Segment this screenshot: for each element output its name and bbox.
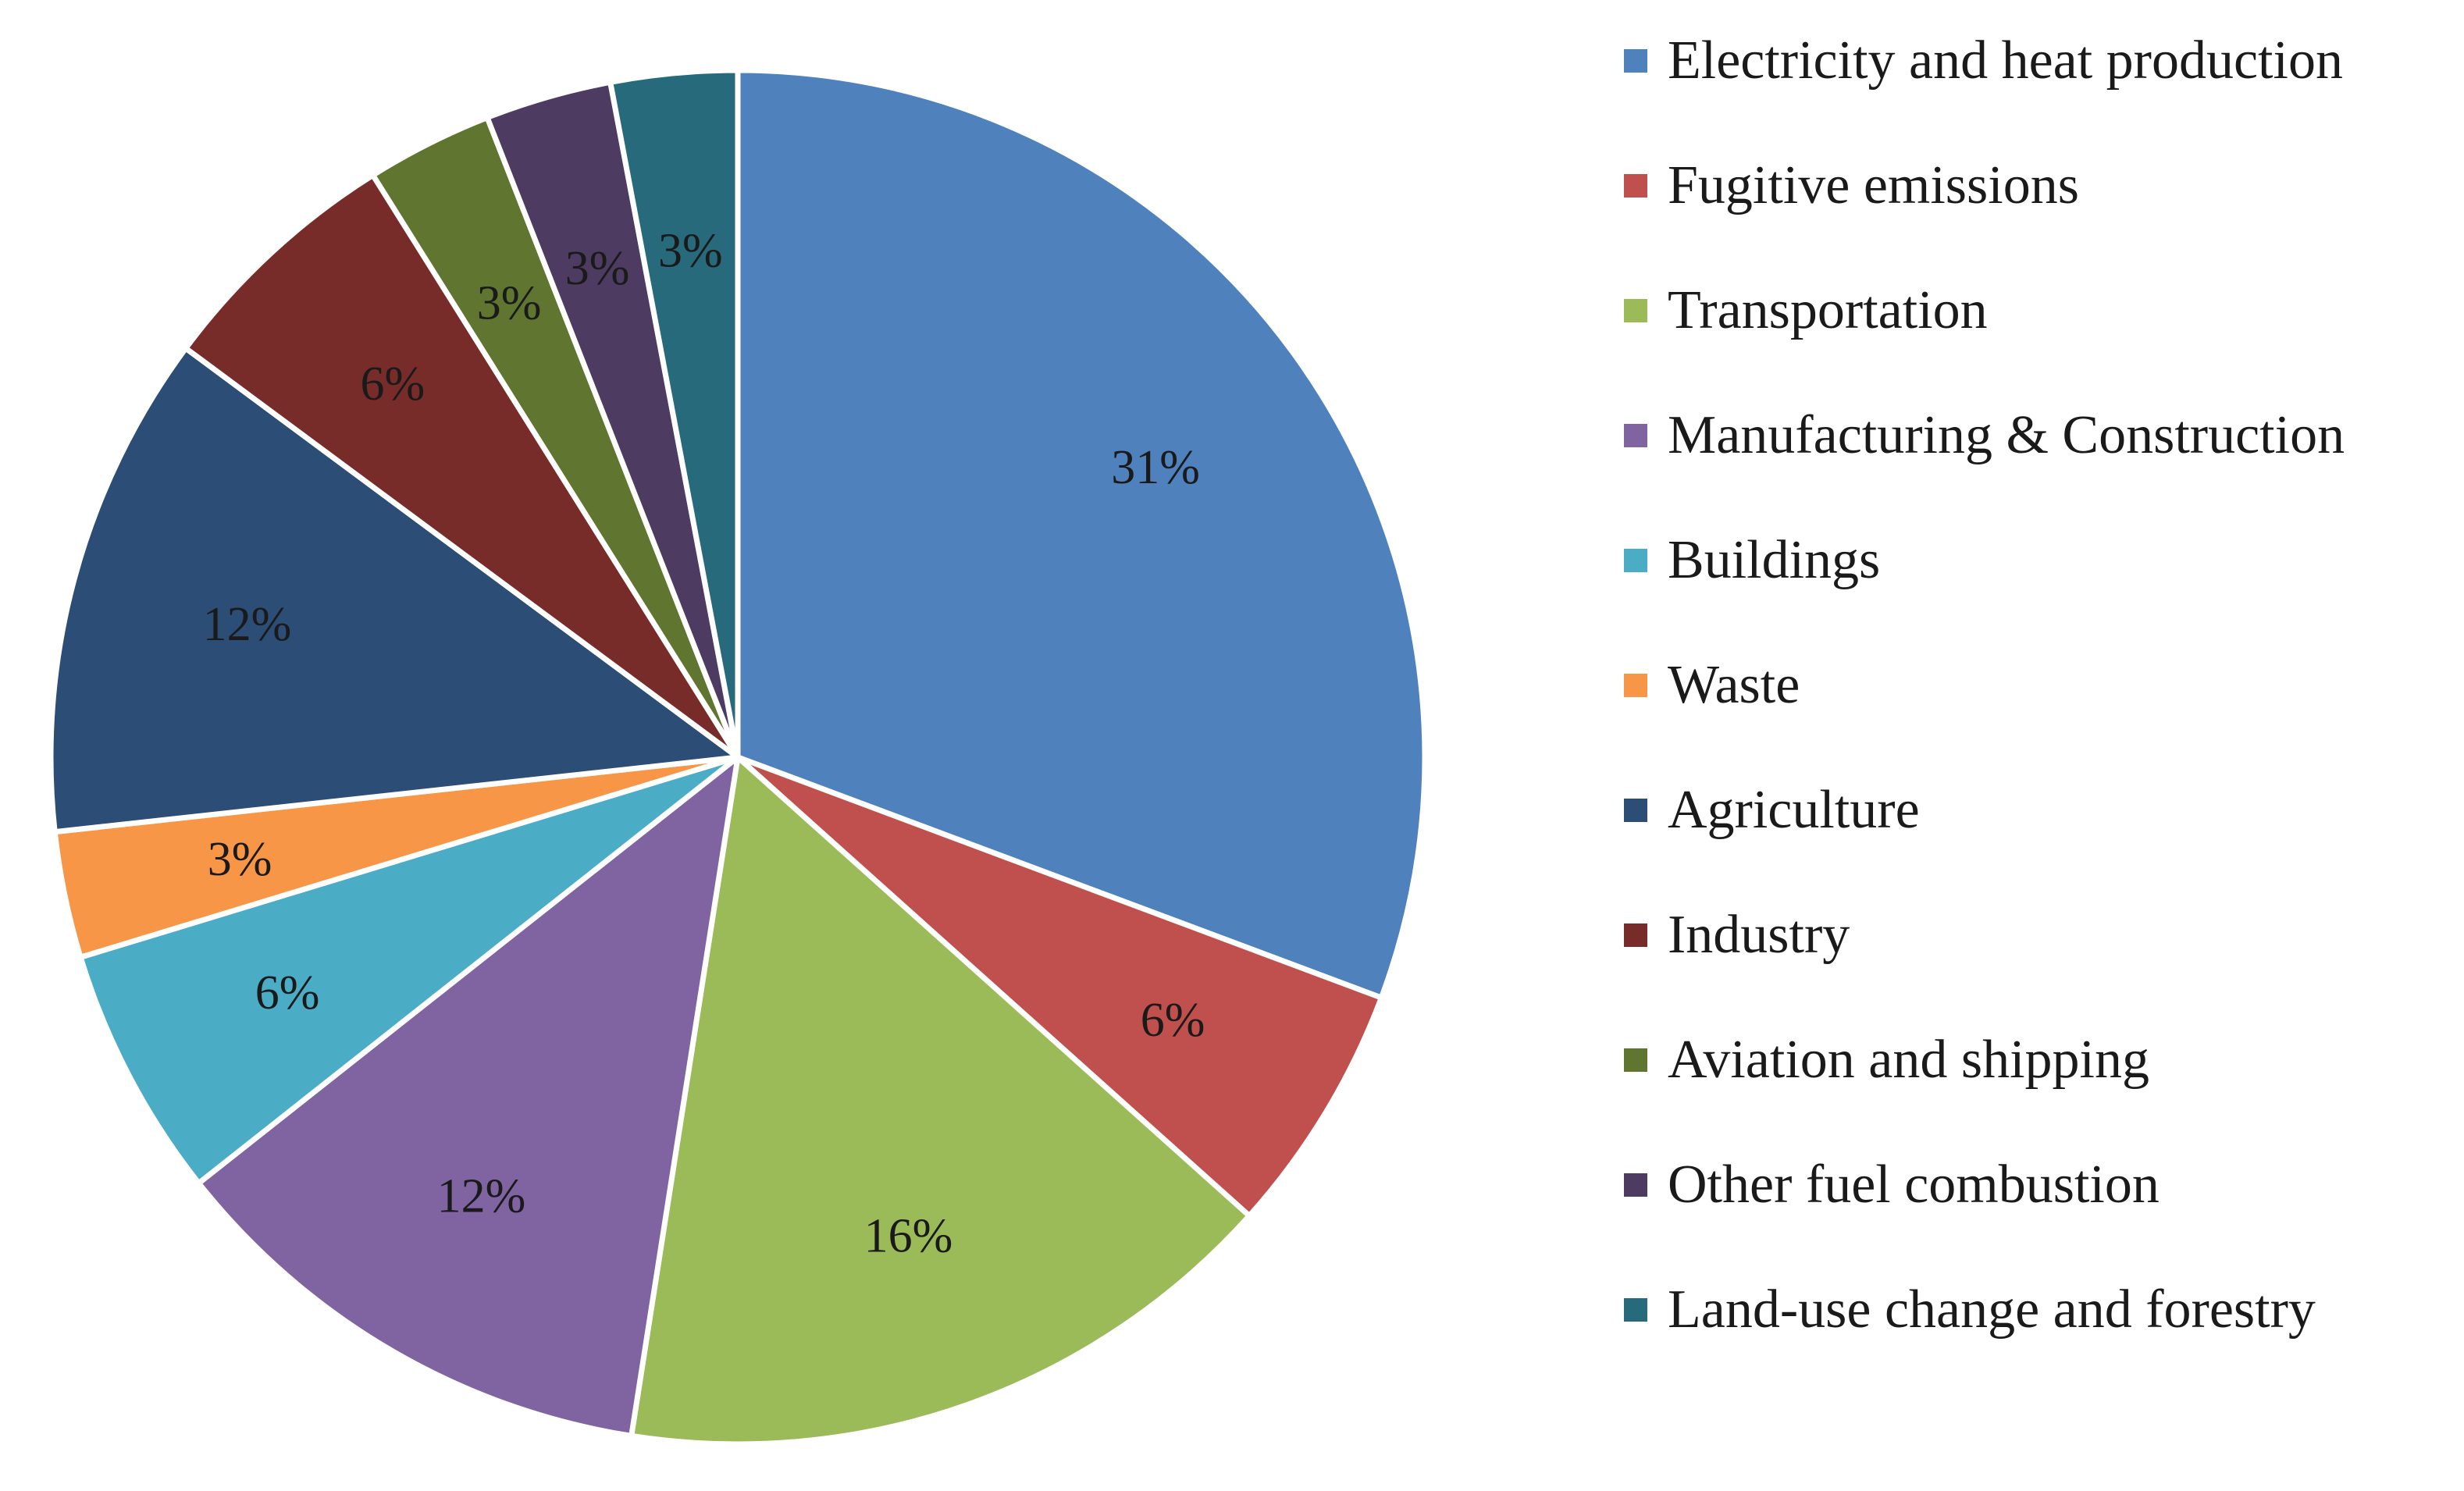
legend-swatch xyxy=(1624,49,1647,73)
data-label-waste: 3% xyxy=(208,833,272,886)
legend-label: Land-use change and forestry xyxy=(1668,1279,2316,1340)
legend-item-industry: Industry xyxy=(1624,904,2345,966)
legend-swatch xyxy=(1624,923,1647,947)
pie-slice-agriculture xyxy=(48,345,741,835)
data-label-buildings: 6% xyxy=(255,966,320,1020)
legend-label: Aviation and shipping xyxy=(1668,1030,2149,1090)
legend-swatch xyxy=(1624,174,1647,197)
data-label-agriculture: 12% xyxy=(203,598,292,651)
pie-slices xyxy=(48,67,1428,1447)
pie-slice-transportation xyxy=(628,754,1252,1447)
pie-slice-industry xyxy=(183,172,741,760)
legend-item-electricity-and-heat-production: Electricity and heat production xyxy=(1624,30,2345,92)
legend-label: Industry xyxy=(1668,905,1850,965)
legend-swatch xyxy=(1624,1173,1647,1197)
legend-item-other-fuel-combustion: Other fuel combustion xyxy=(1624,1154,2345,1216)
legend-label: Waste xyxy=(1668,655,1800,715)
legend-item-transportation: Transportation xyxy=(1624,279,2345,342)
legend-swatch xyxy=(1624,549,1647,572)
pie-slice-fugitive-emissions xyxy=(735,754,1384,1219)
pie-slice-manufacturing-and-construction xyxy=(196,754,741,1439)
legend-label: Manufacturing & Construction xyxy=(1668,405,2345,465)
legend-item-waste: Waste xyxy=(1624,654,2345,717)
legend-item-manufacturing-and-construction: Manufacturing & Construction xyxy=(1624,404,2345,467)
legend-label: Transportation xyxy=(1668,280,1988,340)
legend-item-land-use-change-and-forestry: Land-use change and forestry xyxy=(1624,1279,2345,1341)
legend-swatch xyxy=(1624,424,1647,447)
data-label-manufacturing-and-construction: 12% xyxy=(437,1169,526,1222)
pie-data-labels: 31% 6% 16% 12% 6% 3% 12% 6% 3% 3% 3% xyxy=(203,225,1205,1263)
legend-item-agriculture: Agriculture xyxy=(1624,779,2345,842)
legend-item-fugitive-emissions: Fugitive emissions xyxy=(1624,155,2345,217)
data-label-aviation-and-shipping: 3% xyxy=(477,276,542,329)
legend: Electricity and heat production Fugitive … xyxy=(1624,30,2345,1341)
legend-label: Fugitive emissions xyxy=(1668,155,2079,215)
data-label-fugitive-emissions: 6% xyxy=(1141,994,1205,1047)
pie-slice-electricity-and-heat-production xyxy=(735,67,1428,1001)
legend-label: Agriculture xyxy=(1668,780,1920,840)
legend-swatch xyxy=(1624,799,1647,822)
legend-label: Other fuel combustion xyxy=(1668,1155,2160,1215)
data-label-land-use-change-and-forestry: 3% xyxy=(658,225,723,278)
legend-swatch xyxy=(1624,674,1647,697)
data-label-other-fuel-combustion: 3% xyxy=(565,242,630,295)
pie-slice-land-use-change-and-forestry xyxy=(607,67,741,760)
legend-swatch xyxy=(1624,1048,1647,1072)
pie-slice-buildings xyxy=(77,754,741,1187)
data-label-transportation: 16% xyxy=(864,1209,953,1262)
legend-swatch xyxy=(1624,1298,1647,1322)
legend-label: Buildings xyxy=(1668,530,1881,590)
legend-item-aviation-and-shipping: Aviation and shipping xyxy=(1624,1029,2345,1091)
legend-swatch xyxy=(1624,299,1647,322)
legend-item-buildings: Buildings xyxy=(1624,529,2345,592)
data-label-electricity-and-heat-production: 31% xyxy=(1111,441,1200,494)
data-label-industry: 6% xyxy=(360,358,425,411)
legend-label: Electricity and heat production xyxy=(1668,30,2343,91)
